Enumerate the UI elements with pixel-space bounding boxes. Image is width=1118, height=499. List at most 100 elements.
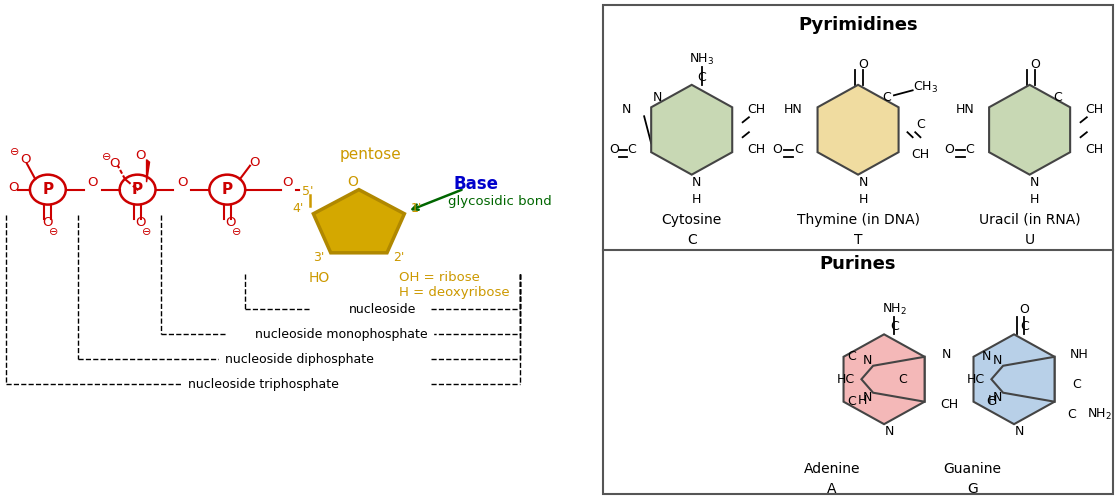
- Text: H: H: [1030, 193, 1040, 206]
- Text: NH$_2$: NH$_2$: [882, 302, 907, 317]
- Text: NH$_3$: NH$_3$: [690, 52, 714, 67]
- Polygon shape: [313, 190, 405, 253]
- Text: Cytosine: Cytosine: [662, 213, 722, 227]
- Text: 1': 1': [410, 202, 421, 215]
- Text: Uracil (in RNA): Uracil (in RNA): [979, 213, 1080, 227]
- Text: O: O: [42, 216, 53, 229]
- Text: C: C: [1072, 378, 1081, 391]
- Text: N: N: [1030, 176, 1040, 189]
- Text: C: C: [794, 143, 803, 156]
- Text: N: N: [982, 350, 992, 363]
- Text: N: N: [653, 91, 663, 104]
- Text: C: C: [966, 143, 974, 156]
- Text: C: C: [1020, 320, 1029, 333]
- Text: Thymine (in DNA): Thymine (in DNA): [796, 213, 920, 227]
- Text: C: C: [686, 233, 697, 247]
- Text: N: N: [622, 103, 632, 116]
- Text: H = deoxyribose: H = deoxyribose: [399, 286, 510, 299]
- Polygon shape: [992, 357, 1054, 402]
- Text: OH = ribose: OH = ribose: [399, 271, 480, 284]
- Text: ⊖: ⊖: [10, 147, 20, 157]
- Text: C: C: [916, 118, 925, 131]
- Text: 4': 4': [293, 202, 304, 215]
- Text: O: O: [944, 143, 954, 156]
- Polygon shape: [817, 85, 899, 175]
- Text: nucleoside triphosphate: nucleoside triphosphate: [188, 378, 339, 391]
- Text: N: N: [863, 391, 873, 404]
- Text: O: O: [859, 58, 869, 71]
- Text: ⊖: ⊖: [102, 152, 111, 162]
- Text: O: O: [1020, 303, 1030, 316]
- Text: N: N: [884, 425, 894, 438]
- Text: A: A: [827, 482, 836, 496]
- Polygon shape: [844, 334, 925, 424]
- Text: HC: HC: [967, 373, 985, 386]
- Text: C: C: [698, 71, 707, 84]
- Text: ⊖: ⊖: [49, 227, 58, 237]
- Polygon shape: [861, 357, 925, 402]
- Text: O: O: [135, 216, 145, 229]
- Text: Adenine: Adenine: [804, 462, 861, 476]
- Text: N: N: [692, 176, 702, 189]
- Polygon shape: [989, 85, 1070, 175]
- Text: C: C: [1053, 91, 1062, 104]
- Text: HN: HN: [955, 103, 974, 116]
- Text: O: O: [177, 176, 188, 189]
- Text: N: N: [993, 391, 1003, 404]
- Text: C: C: [899, 373, 907, 386]
- Text: H: H: [692, 193, 702, 206]
- Text: H: H: [987, 394, 997, 408]
- Text: O: O: [8, 181, 18, 194]
- Text: NH$_2$: NH$_2$: [1087, 407, 1111, 422]
- Text: 3': 3': [313, 251, 324, 264]
- Text: O: O: [110, 157, 120, 170]
- Text: N: N: [1014, 425, 1024, 438]
- Text: CH: CH: [748, 143, 766, 156]
- Text: O: O: [20, 153, 30, 166]
- Text: P: P: [42, 182, 54, 197]
- Text: G: G: [967, 482, 978, 496]
- Text: C: C: [1067, 408, 1076, 421]
- Text: C: C: [847, 395, 855, 408]
- Text: O: O: [1030, 58, 1040, 71]
- Text: N: N: [941, 348, 951, 361]
- Text: O: O: [225, 216, 236, 229]
- Text: CH$_3$: CH$_3$: [913, 80, 938, 95]
- Text: O: O: [773, 143, 783, 156]
- Text: ⊖: ⊖: [231, 227, 241, 237]
- Text: Guanine: Guanine: [944, 462, 1002, 476]
- Text: C: C: [847, 350, 855, 363]
- Text: N: N: [859, 176, 868, 189]
- Text: glycosidic bond: glycosidic bond: [448, 195, 552, 208]
- Text: HN: HN: [784, 103, 803, 116]
- Text: Purines: Purines: [819, 255, 897, 273]
- Text: NH: NH: [1070, 348, 1089, 361]
- Text: P: P: [221, 182, 233, 197]
- Text: O: O: [249, 156, 259, 169]
- Text: 2': 2': [394, 251, 405, 264]
- Polygon shape: [974, 334, 1054, 424]
- Text: CH: CH: [1086, 143, 1103, 156]
- Text: HC: HC: [836, 373, 855, 386]
- Text: Pyrimidines: Pyrimidines: [798, 16, 918, 34]
- Text: nucleoside monophosphate: nucleoside monophosphate: [255, 328, 427, 341]
- Text: H: H: [859, 193, 868, 206]
- Polygon shape: [146, 160, 150, 182]
- Text: H: H: [858, 394, 866, 408]
- Text: T: T: [854, 233, 862, 247]
- Text: nucleoside: nucleoside: [349, 303, 417, 316]
- Text: nucleoside diphosphate: nucleoside diphosphate: [225, 353, 373, 366]
- Polygon shape: [651, 85, 732, 175]
- Text: ⊖: ⊖: [142, 227, 151, 237]
- Text: pentose: pentose: [340, 147, 401, 162]
- Text: 5': 5': [302, 185, 313, 198]
- Text: CH: CH: [911, 148, 929, 161]
- Text: CH: CH: [748, 103, 766, 116]
- Text: O: O: [135, 149, 145, 162]
- Text: C: C: [627, 143, 636, 156]
- Text: N: N: [863, 354, 873, 367]
- Text: CH: CH: [940, 398, 958, 411]
- Text: O: O: [348, 175, 359, 189]
- Text: O: O: [609, 143, 618, 156]
- Text: C: C: [882, 91, 891, 104]
